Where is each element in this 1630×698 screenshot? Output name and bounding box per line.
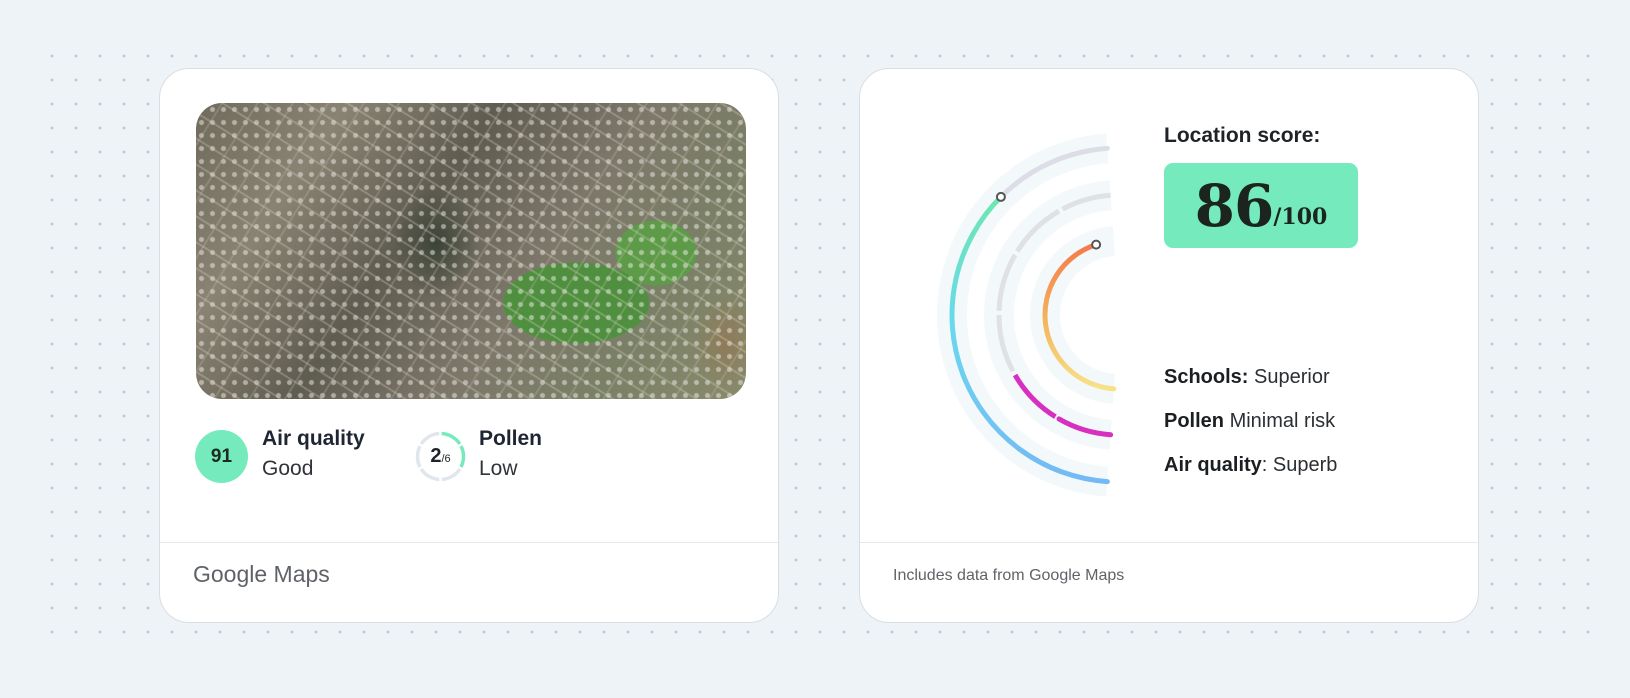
google-maps-logo: Google Maps xyxy=(193,561,330,587)
pollen-ring-gauge xyxy=(415,431,466,482)
location-score-box: 86/100 xyxy=(1164,163,1358,248)
pollen-value: 2 xyxy=(430,445,442,467)
pollen-arc-segment xyxy=(1015,208,1061,253)
arc-track-band-2 xyxy=(1030,226,1116,404)
air-quality-badge: 91 xyxy=(195,430,248,483)
pollen-arc-segment-active xyxy=(1056,416,1114,438)
pollen-row: Pollen Minimal risk xyxy=(1164,410,1335,433)
pollen-ring-segment xyxy=(415,445,422,468)
schools-label: Schools: xyxy=(1164,366,1249,388)
location-score-card: Location score: 86/100 Schools: Superior… xyxy=(859,68,1479,623)
air-quality-row-label: Air quality xyxy=(1164,454,1262,476)
footer-divider xyxy=(860,542,1478,543)
pollen-ring-segment xyxy=(441,467,462,482)
pollen-ring-segment xyxy=(419,467,440,482)
pollen-ring-segment xyxy=(419,431,440,446)
pollen-score: 2/6 xyxy=(414,430,467,483)
pollen-arc-segment xyxy=(996,314,1016,373)
air-quality-arc-marker xyxy=(995,191,1006,202)
footer-divider xyxy=(160,542,778,543)
data-attribution: Includes data from Google Maps xyxy=(893,567,1125,584)
score-arcs-chart xyxy=(937,133,1117,497)
pollen-arc-segment xyxy=(996,253,1018,311)
environment-card: 91 Air quality Good 2/6 Pollen Low Googl… xyxy=(159,68,779,623)
air-quality-metric: Air quality Good xyxy=(262,427,365,481)
pollen-metric: Pollen Low xyxy=(479,427,542,481)
satellite-map-image[interactable] xyxy=(196,103,746,399)
schools-arc-marker xyxy=(1091,239,1102,250)
air-quality-row-value: : Superb xyxy=(1261,454,1338,476)
outer-arc-remaining xyxy=(998,145,1110,200)
pollen-arc-segment xyxy=(1061,192,1111,212)
air-quality-label: Air quality xyxy=(262,427,365,450)
pollen-arc-segment-active xyxy=(1012,373,1057,419)
schools-row: Schools: Superior xyxy=(1164,366,1330,389)
air-quality-row: Air quality: Superb xyxy=(1164,454,1337,477)
location-score-value: 86 xyxy=(1194,171,1275,240)
location-score-max: /100 xyxy=(1273,203,1328,230)
schools-arc xyxy=(1042,242,1117,392)
pollen-ring-segment xyxy=(441,431,462,446)
pollen-max: /6 xyxy=(441,453,451,465)
location-score-label: Location score: xyxy=(1164,124,1321,147)
pollen-ring-segment xyxy=(459,445,466,468)
pollen-row-label: Pollen xyxy=(1164,410,1225,432)
air-quality-arc xyxy=(949,194,1110,485)
air-quality-status: Good xyxy=(262,457,314,480)
pollen-row-value: Minimal risk xyxy=(1229,410,1336,432)
schools-value: Superior xyxy=(1254,366,1330,388)
pollen-label: Pollen xyxy=(479,427,543,450)
pollen-status: Low xyxy=(479,457,518,480)
